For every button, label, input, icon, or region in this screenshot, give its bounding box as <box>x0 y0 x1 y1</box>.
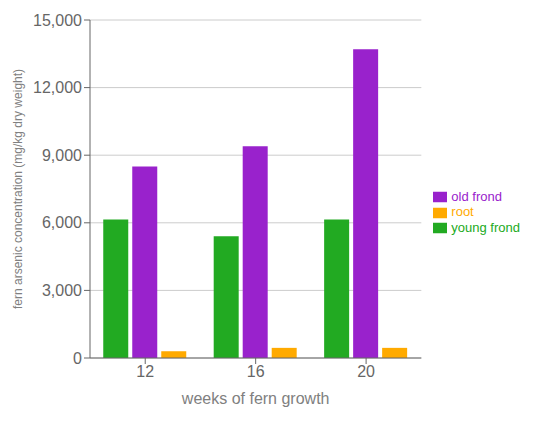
svg-text:12,000: 12,000 <box>33 79 82 96</box>
svg-text:weeks of fern growth: weeks of fern growth <box>181 390 330 407</box>
svg-text:15,000: 15,000 <box>33 12 82 29</box>
html-text:young frond: young frond <box>451 219 520 235</box>
svg-text:12: 12 <box>136 363 154 380</box>
html-text:root: root <box>451 204 474 220</box>
svg-text:0: 0 <box>73 350 82 367</box>
svg-text:16: 16 <box>247 363 265 380</box>
svg-text:fern arsenic concentration (mg: fern arsenic concentration (mg/kg dry we… <box>11 69 25 309</box>
svg-text:6,000: 6,000 <box>42 214 82 231</box>
svg-text:3,000: 3,000 <box>42 282 82 299</box>
svg-text:9,000: 9,000 <box>42 147 82 164</box>
svg-text:20: 20 <box>357 363 375 380</box>
html-text:old frond: old frond <box>451 188 502 204</box>
